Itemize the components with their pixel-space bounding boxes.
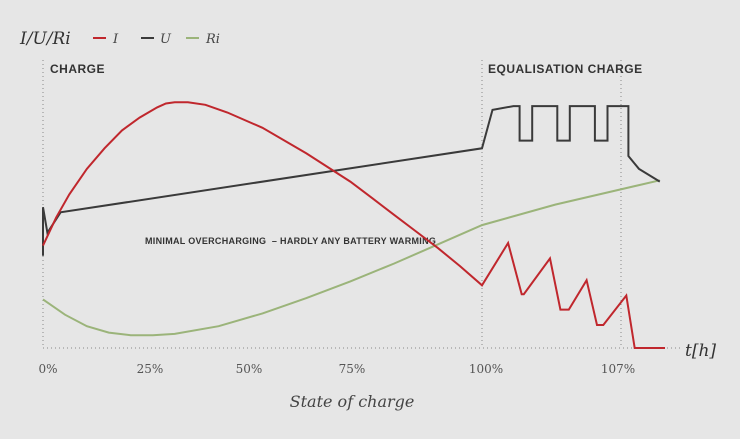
region-label-equalisation: EQUALISATION CHARGE: [488, 62, 643, 76]
legend-label-u: U: [160, 32, 172, 47]
series-line-i: [42, 101, 665, 349]
y-axis-label: I/U/Ri: [19, 29, 71, 49]
series-line-ri: [42, 179, 661, 337]
legend-label-ri: Ri: [205, 32, 220, 47]
series-line-u: [42, 105, 661, 256]
x-tick-50: 50%: [236, 362, 263, 376]
annotation-minimal-overcharging: MINIMAL OVERCHARGING – HARDLY ANY BATTER…: [145, 236, 436, 246]
legend-label-i: I: [112, 32, 119, 47]
x-tick-0: 0%: [38, 362, 57, 376]
x-tick-25: 25%: [137, 362, 164, 376]
x-tick-100: 100%: [469, 362, 503, 376]
x-axis-label: State of charge: [290, 392, 415, 411]
x-tick-107: 107%: [601, 362, 635, 376]
time-axis-label: t[h]: [685, 341, 716, 361]
legend: I U Ri: [93, 32, 220, 47]
region-label-charge: CHARGE: [50, 62, 105, 76]
x-tick-75: 75%: [339, 362, 366, 376]
